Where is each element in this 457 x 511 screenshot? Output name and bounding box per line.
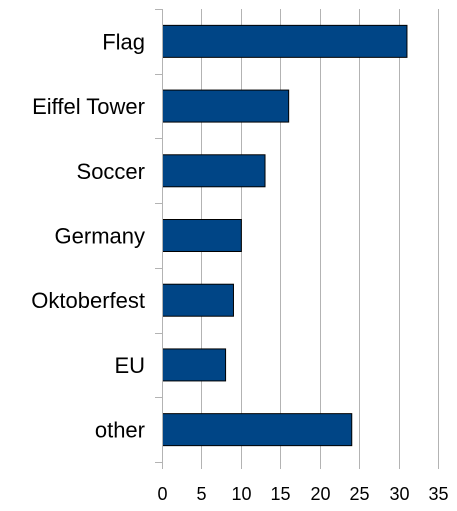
x-tick-label: 0 — [157, 484, 167, 504]
category-label: Germany — [55, 224, 145, 249]
category-label: Oktoberfest — [31, 288, 145, 313]
bar-flag — [162, 24, 408, 58]
bar-soccer — [162, 154, 266, 188]
bar-oktoberfest — [162, 283, 234, 317]
grid-layer — [201, 9, 439, 462]
category-label: Flag — [102, 29, 145, 54]
x-tick-label: 20 — [310, 484, 330, 504]
category-label: Soccer — [77, 159, 145, 184]
x-tick-label: 30 — [389, 484, 409, 504]
category-label: Eiffel Tower — [32, 94, 145, 119]
x-tick-label: 35 — [428, 484, 448, 504]
bar-layer — [162, 24, 408, 447]
category-label: other — [95, 418, 145, 443]
x-tick-label: 10 — [231, 484, 251, 504]
axis-layer — [155, 9, 439, 469]
bar-other — [162, 413, 353, 447]
x-tick-label: 25 — [349, 484, 369, 504]
bar-eu — [162, 348, 227, 382]
label-layer: 0 5 10 15 20 25 30 35 Flag Eiffel Tower Soccer Germ… — [31, 29, 448, 504]
bar-eiffel-tower — [162, 89, 290, 123]
bar-germany — [162, 219, 242, 252]
category-label: EU — [114, 353, 145, 378]
x-tick-label: 15 — [270, 484, 290, 504]
x-tick-label: 5 — [196, 484, 206, 504]
